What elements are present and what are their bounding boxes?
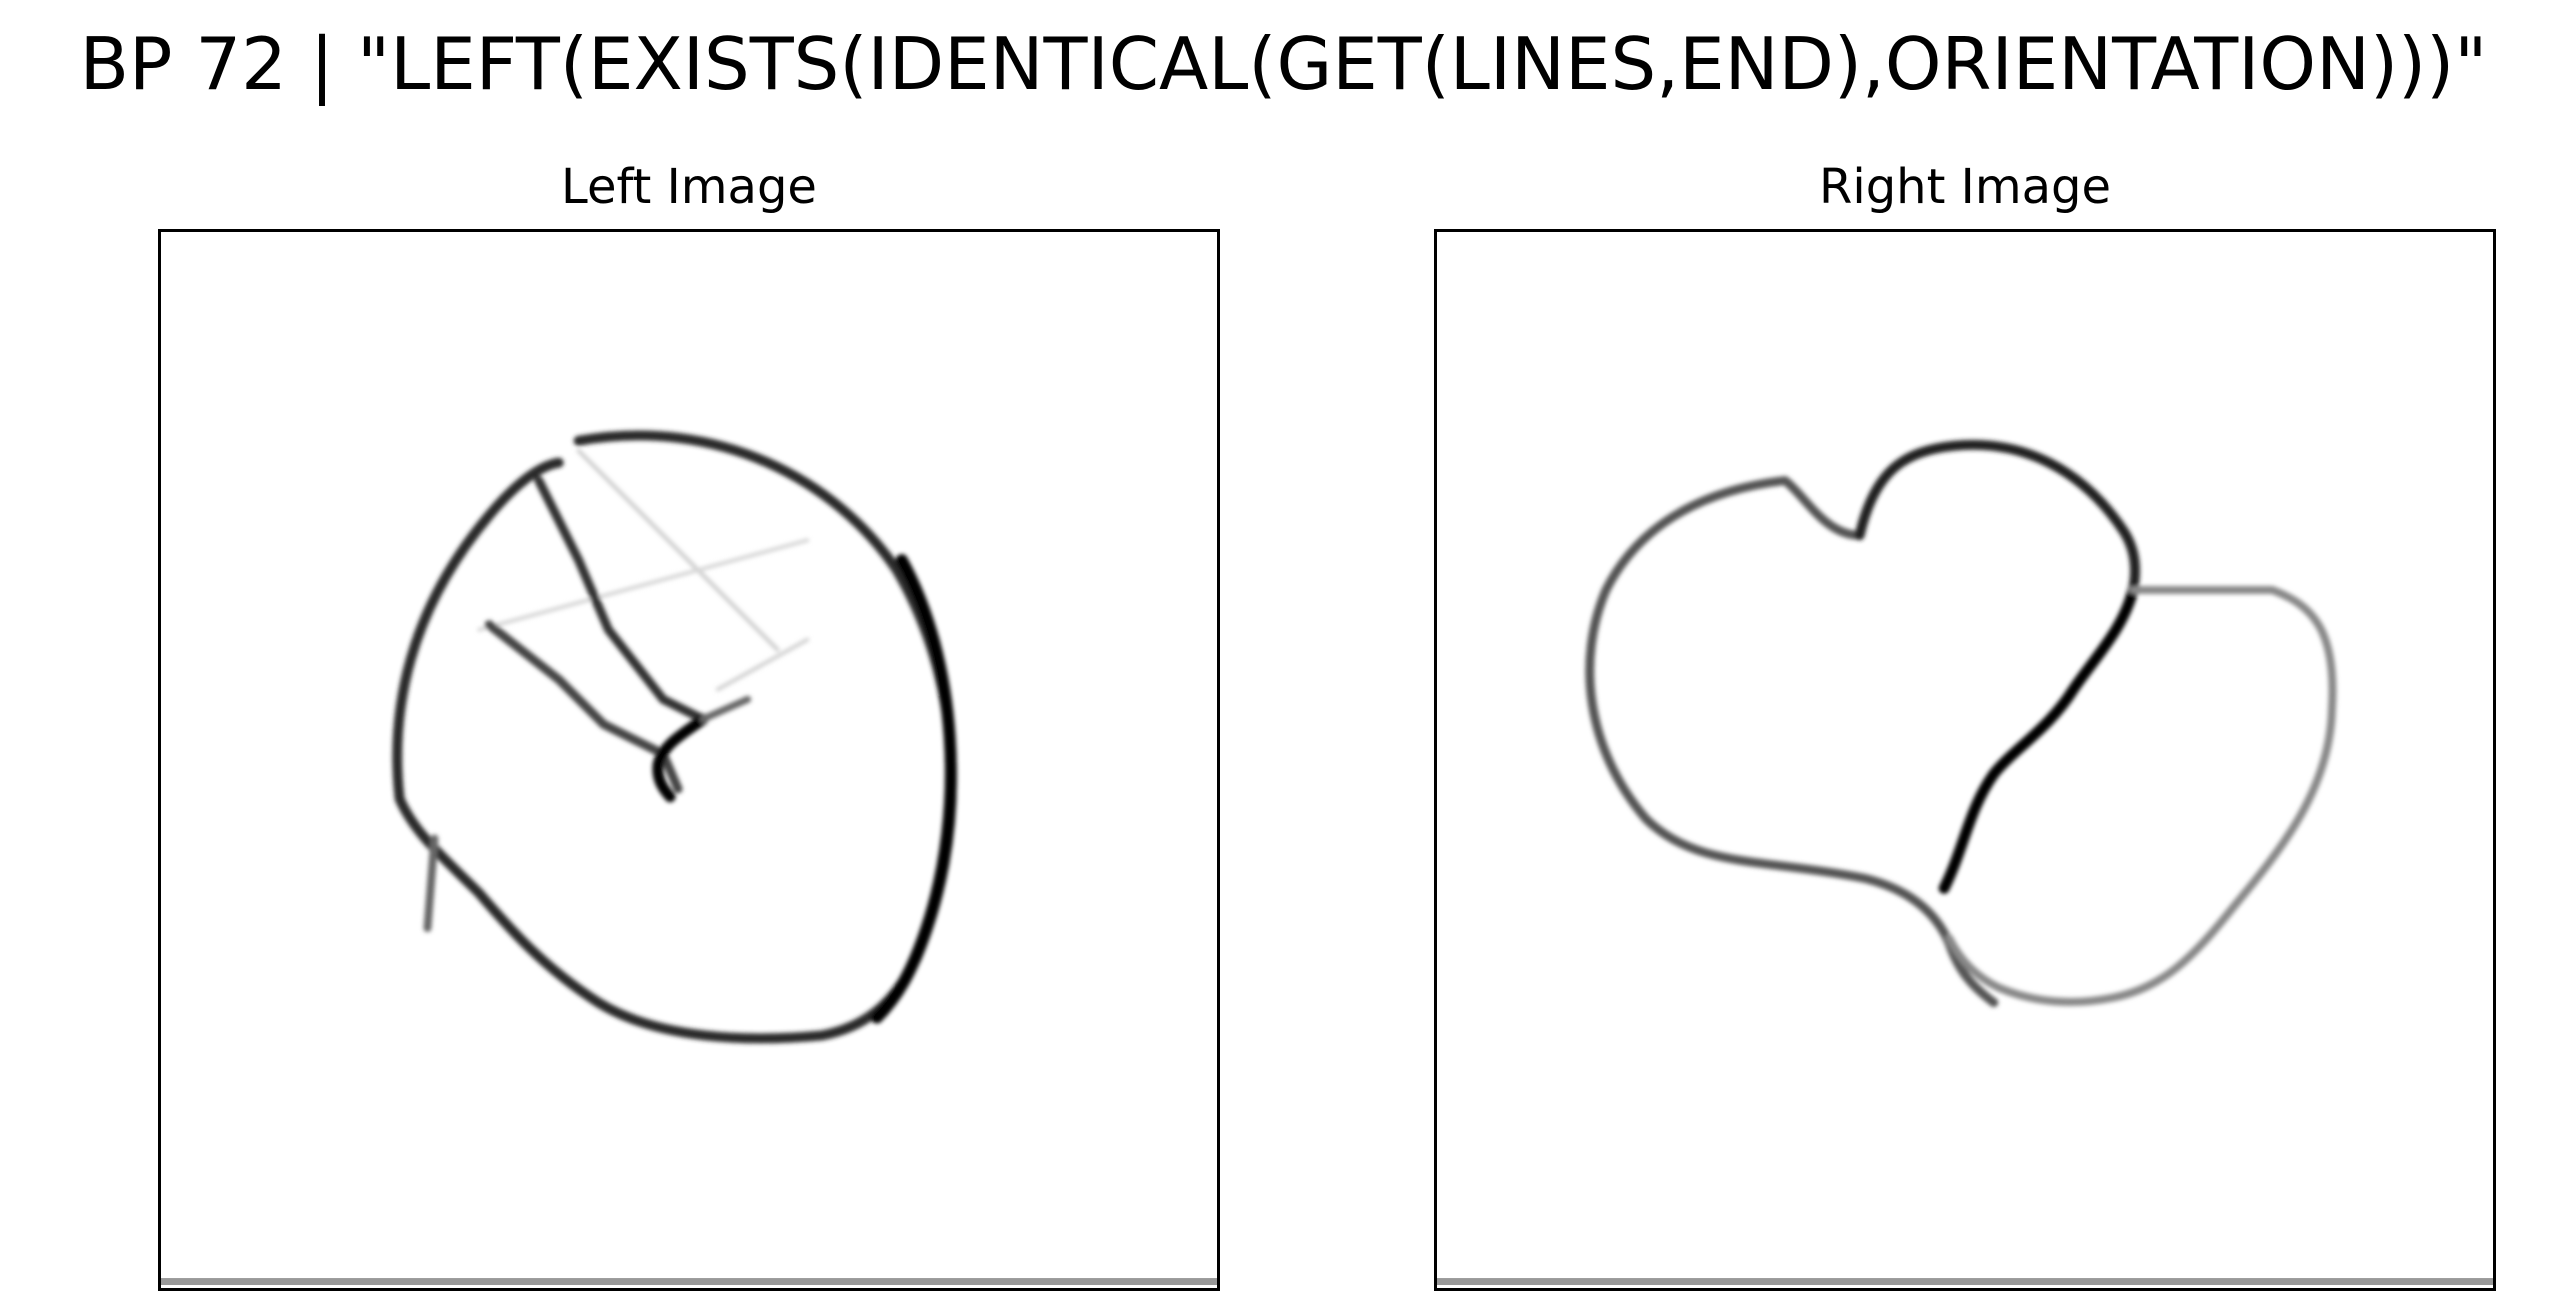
right-image-panel bbox=[1434, 229, 2496, 1291]
figure-title: BP 72 | "LEFT(EXISTS(IDENTICAL(GET(LINES… bbox=[79, 22, 2488, 106]
right-panel-title: Right Image bbox=[1819, 159, 2111, 215]
top-curve bbox=[1854, 439, 2140, 595]
right-blob-outline bbox=[1945, 585, 2337, 1006]
shared-boundary bbox=[1938, 584, 2139, 894]
right-image-drawing bbox=[1437, 439, 2493, 1286]
inner-line-lower bbox=[484, 620, 683, 794]
outer-curve bbox=[392, 430, 957, 1044]
left-blob-outline bbox=[1585, 476, 1999, 1008]
left-image-drawing bbox=[161, 430, 1217, 1286]
faint-line-upper bbox=[576, 448, 780, 652]
tail-line bbox=[423, 834, 439, 933]
left-image-panel bbox=[158, 229, 1220, 1291]
faint-line-right bbox=[715, 637, 810, 692]
bottom-strip bbox=[161, 1278, 1217, 1286]
left-panel-title: Left Image bbox=[561, 159, 817, 215]
outer-curve-dark-right bbox=[870, 554, 957, 1024]
inner-tick bbox=[699, 695, 752, 723]
faint-line-diagonal bbox=[477, 538, 810, 632]
inner-line-left bbox=[534, 476, 708, 724]
inner-junction bbox=[652, 713, 709, 803]
bottom-strip bbox=[1437, 1278, 2493, 1286]
